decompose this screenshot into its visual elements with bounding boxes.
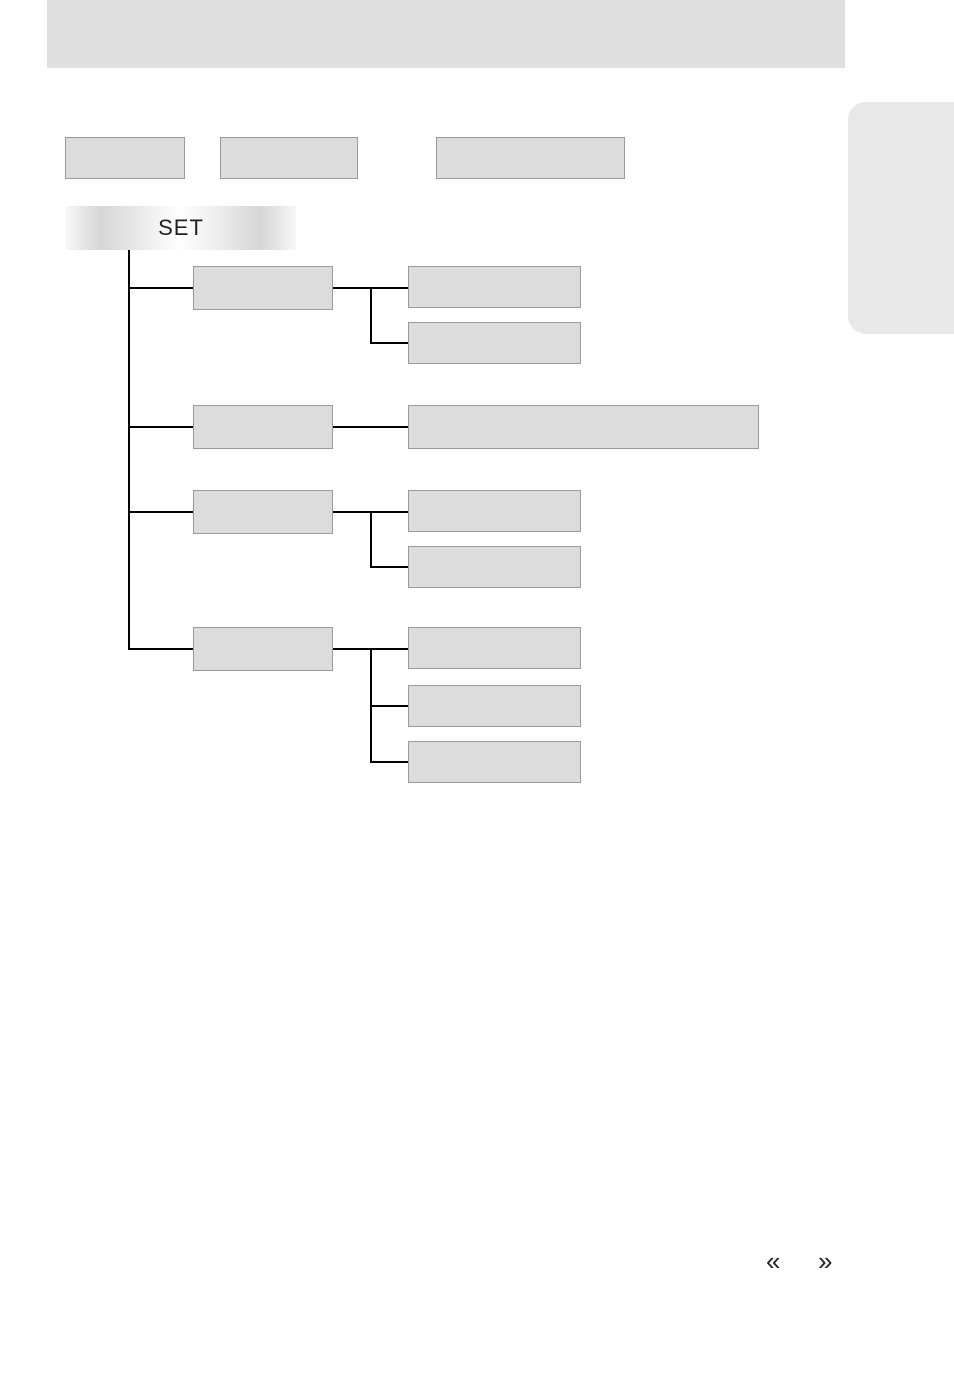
node-level2-4a [408, 627, 581, 669]
connector-line [370, 511, 372, 568]
connector-line [128, 250, 130, 649]
top-box-3 [436, 137, 625, 179]
node-level2-2a [408, 405, 759, 449]
connector-line [370, 342, 408, 344]
node-level2-3a [408, 490, 581, 532]
page-mark-right-icon: » [818, 1246, 832, 1277]
page-mark-left-icon: « [766, 1246, 780, 1277]
connector-line [128, 287, 193, 289]
connector-line [333, 426, 408, 428]
node-level1-4 [193, 627, 333, 671]
header-bar [47, 0, 845, 68]
connector-line [128, 426, 193, 428]
node-level2-1b [408, 322, 581, 364]
top-box-2 [220, 137, 358, 179]
node-level2-3b [408, 546, 581, 588]
set-root-box: SET [66, 206, 296, 250]
top-box-1 [65, 137, 185, 179]
connector-line [370, 705, 408, 707]
node-level1-1 [193, 266, 333, 310]
connector-line [370, 287, 372, 344]
node-level2-4b [408, 685, 581, 727]
connector-line [370, 761, 408, 763]
connector-line [128, 511, 193, 513]
guillemet-left: « [766, 1246, 780, 1276]
node-level2-1a [408, 266, 581, 308]
node-level2-4c [408, 741, 581, 783]
connector-line [370, 566, 408, 568]
node-level1-2 [193, 405, 333, 449]
guillemet-right: » [818, 1246, 832, 1276]
connector-line [128, 648, 193, 650]
set-label: SET [158, 215, 204, 240]
side-tab [848, 102, 954, 334]
node-level1-3 [193, 490, 333, 534]
